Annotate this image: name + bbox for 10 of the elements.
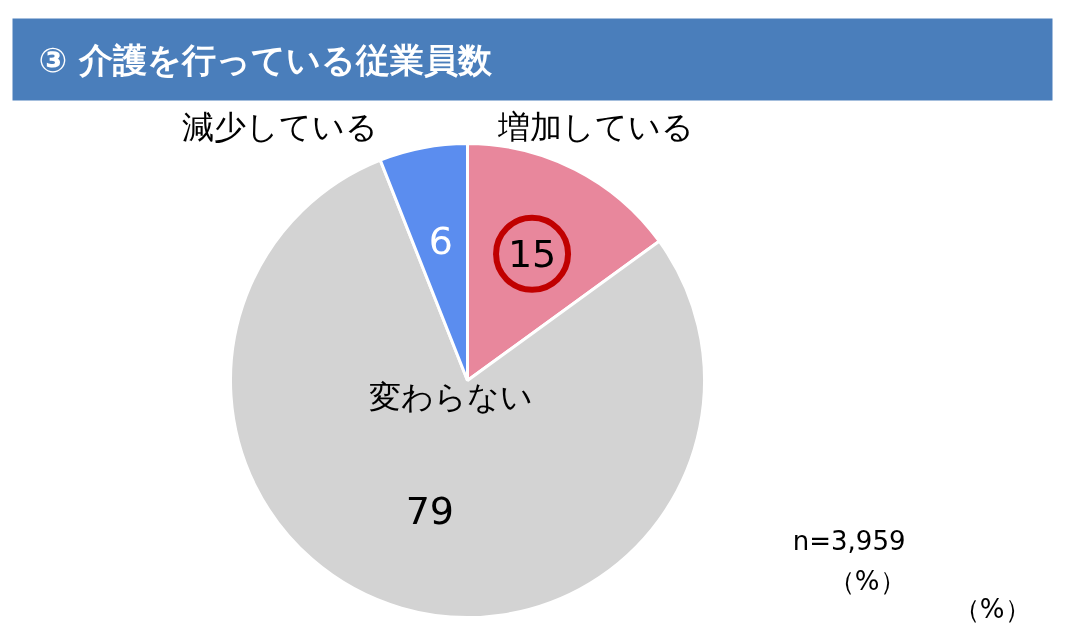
data-label: 15 [507,232,557,277]
data-label: 6 [428,219,453,264]
text: （%） [953,593,1031,624]
slice-label: 増加している [497,107,695,146]
data-label: 79 [405,488,454,533]
slice-label: 変わらない [368,378,533,417]
text: n=3,959 [792,525,906,556]
slice-label: 減少している [181,107,378,146]
chart-title: ③ 介護を行っている従業員数 [38,39,494,80]
text: （%） [828,565,906,596]
